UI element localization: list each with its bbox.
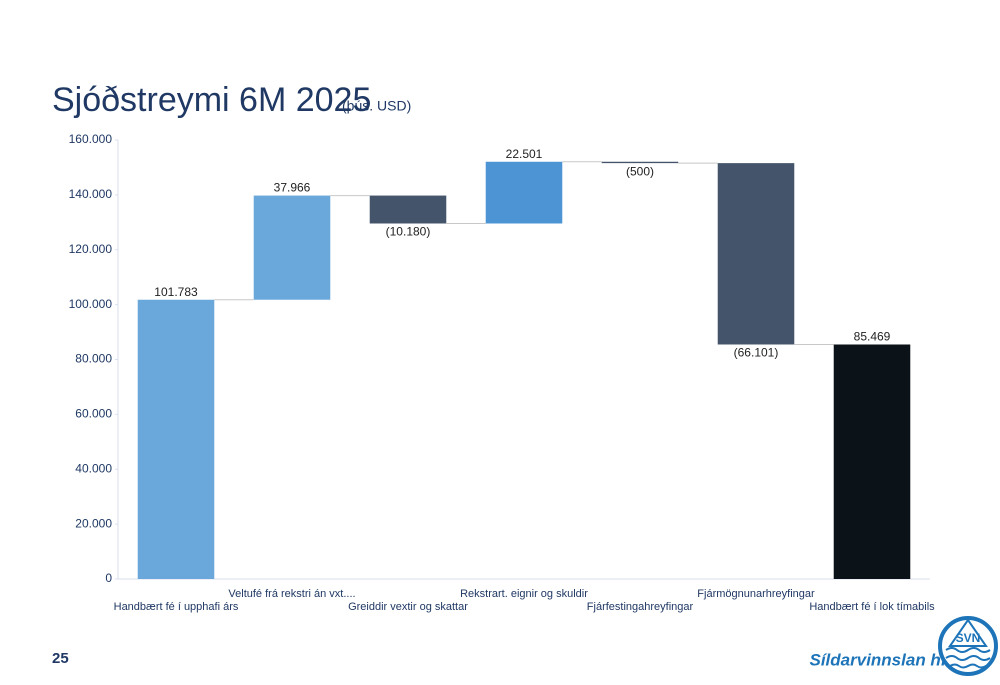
data-label: 22.501 [506,147,543,161]
logo: SVN [938,616,998,676]
bar [485,161,563,224]
bar [601,161,679,164]
x-tick-label: Handbært fé í upphafi árs [114,601,239,613]
bar [369,195,447,224]
y-tick-label: 80.000 [75,352,112,366]
data-label: 37.966 [274,181,311,195]
x-tick-label: Fjármögnunarhreyfingar [697,588,815,600]
logo-name: Síldarvinnslan hf [810,650,949,669]
chart-title: Sjóðstreymi 6M 2025 [52,81,371,119]
logo-triangle [948,618,988,647]
bar [253,195,331,300]
x-tick-label: Greiddir vextir og skattar [348,601,468,613]
data-label: (10.180) [386,225,431,239]
data-label: 101.783 [154,285,198,299]
x-tick-label: Rekstrart. eignir og skuldir [460,588,588,600]
data-label: 85.469 [854,330,891,344]
x-tick-label: Veltufé frá rekstri án vxt.... [228,588,355,600]
y-tick-label: 160.000 [69,132,113,146]
data-label: (66.101) [734,346,779,360]
y-tick-label: 120.000 [69,242,113,256]
x-tick-label: Handbært fé í lok tímabils [809,601,935,613]
y-tick-label: 20.000 [75,516,112,530]
y-tick-label: 100.000 [69,297,113,311]
y-tick-label: 60.000 [75,407,112,421]
chart-subtitle: (þús. USD) [342,98,411,114]
y-tick-label: 40.000 [75,461,112,475]
logo-waves [945,647,991,669]
page-number: 25 [52,650,69,667]
data-label: (500) [626,164,654,178]
bar [717,163,795,345]
y-tick-label: 0 [105,571,112,585]
x-tick-label: Fjárfestingahreyfingar [587,601,694,613]
bar [137,299,215,579]
logo-mark: SVN [956,631,981,645]
bar [833,344,911,579]
y-tick-label: 140.000 [69,187,113,201]
